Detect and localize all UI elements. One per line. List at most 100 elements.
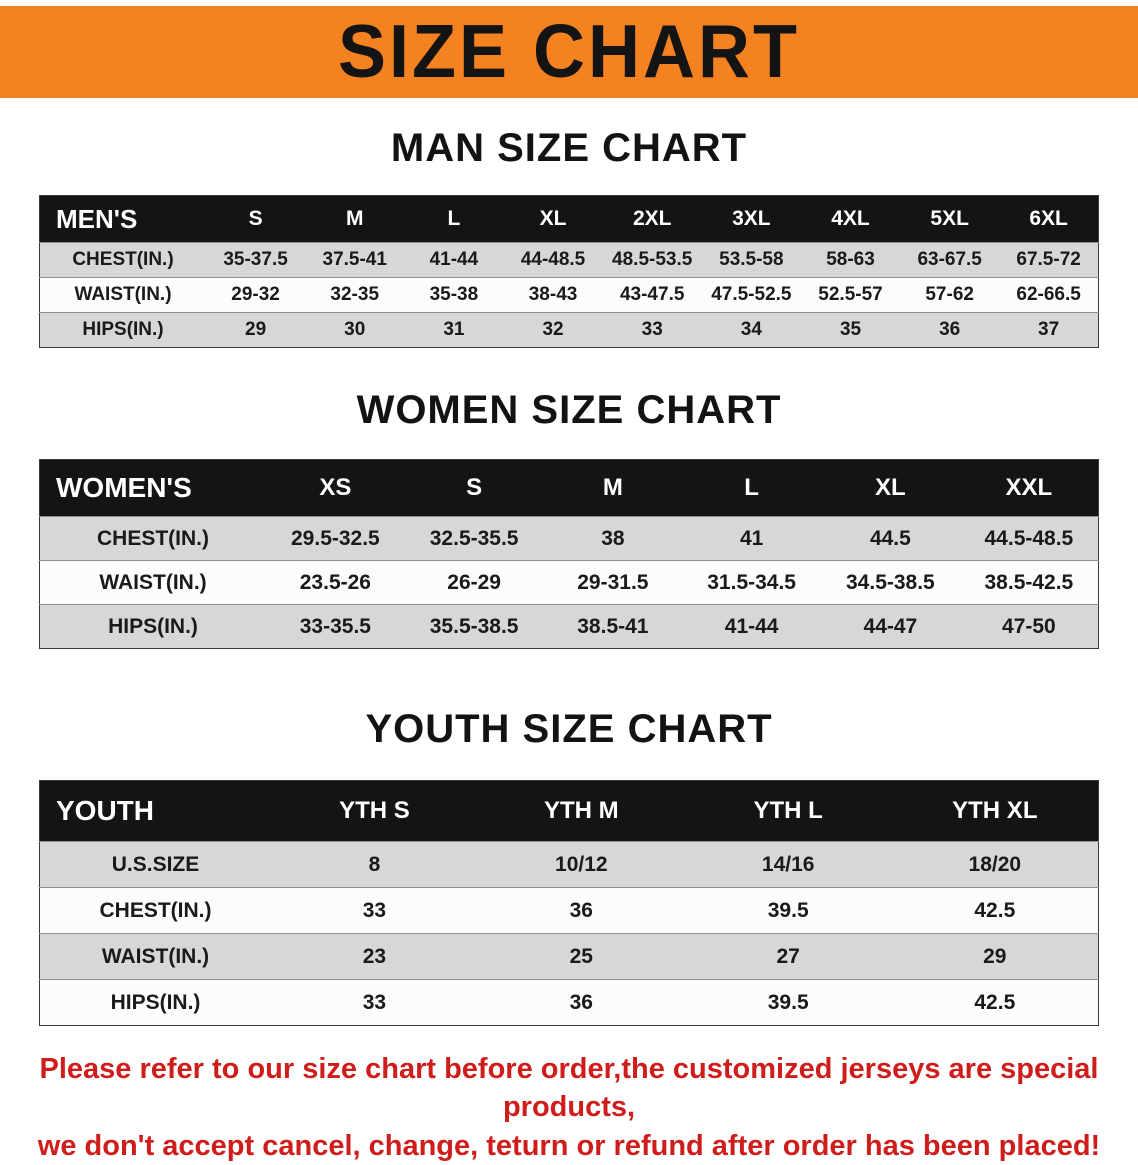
disclaimer-line-1: Please refer to our size chart before or… bbox=[39, 1053, 1099, 1124]
measurement-row: CHEST(IN.) 35-37.5 37.5-41 41-44 44-48.5 48.5… bbox=[39, 242, 1099, 278]
size-column-header: XL bbox=[539, 207, 567, 230]
measurement-value-cell: 31.5-34.5 bbox=[682, 560, 821, 605]
measurement-label-cell: CHEST(IN.) bbox=[39, 887, 271, 934]
measurement-value-cell: 42.5 bbox=[891, 887, 1099, 934]
measurement-value-cell: 47.5-52.5 bbox=[701, 277, 801, 313]
measurement-value-cell: 37.5-41 bbox=[305, 242, 405, 278]
size-column-header: YTH S bbox=[339, 797, 410, 824]
measurement-label-cell: HIPS(IN.) bbox=[39, 979, 271, 1026]
measurement-value-cell: 32-35 bbox=[305, 277, 405, 313]
measurement-value-cell: 27 bbox=[684, 933, 892, 980]
disclaimer: Please refer to our size chart before or… bbox=[0, 1050, 1138, 1165]
men-table-title-cell: MEN'S bbox=[56, 203, 138, 234]
youth-header-row: YOUTH YTH S YTH M YTH L YTH XL bbox=[39, 780, 1099, 842]
size-column-header: 6XL bbox=[1029, 207, 1068, 230]
size-column-header: YTH XL bbox=[952, 797, 1038, 824]
men-section-heading: MAN SIZE CHART bbox=[390, 126, 748, 170]
measurement-row: WAIST(IN.) 29-32 32-35 35-38 38-43 43-47.5 47.… bbox=[39, 277, 1099, 313]
measurement-row: WAIST(IN.) 23 25 27 29 bbox=[39, 933, 1099, 980]
measurement-label-cell: WAIST(IN.) bbox=[39, 933, 271, 980]
measurement-value-cell: 29-32 bbox=[206, 277, 306, 313]
measurement-label-cell: WAIST(IN.) bbox=[39, 277, 206, 313]
measurement-row: HIPS(IN.) 33 36 39.5 42.5 bbox=[39, 979, 1099, 1026]
men-header-row: MEN'S S M L XL 2XL 3XL 4XL 5XL 6XL bbox=[39, 195, 1099, 243]
size-column-header: 3XL bbox=[732, 207, 771, 230]
measurement-value-cell: 35 bbox=[800, 312, 901, 348]
men-size-table: MEN'S S M L XL 2XL 3XL 4XL 5XL 6XL CHEST(IN.) 35-37… bbox=[39, 195, 1099, 348]
measurement-value-cell: 23.5-26 bbox=[266, 560, 405, 605]
size-column-header: XS bbox=[319, 474, 352, 501]
measurement-label-cell: HIPS(IN.) bbox=[39, 604, 266, 649]
size-column-header: 4XL bbox=[831, 207, 870, 230]
measurement-value-cell: 41 bbox=[682, 516, 821, 561]
measurement-value-cell: 36 bbox=[477, 979, 685, 1026]
measurement-value-cell: 38.5-42.5 bbox=[959, 560, 1099, 605]
measurement-value-cell: 33 bbox=[271, 979, 478, 1026]
measurement-label-cell: WAIST(IN.) bbox=[39, 560, 266, 605]
youth-section-heading: YOUTH SIZE CHART bbox=[365, 707, 773, 751]
size-column-header: 5XL bbox=[930, 207, 969, 230]
measurement-value-cell: 29 bbox=[206, 312, 306, 348]
measurement-value-cell: 36 bbox=[900, 312, 1000, 348]
measurement-value-cell: 35-38 bbox=[404, 277, 504, 313]
measurement-value-cell: 57-62 bbox=[900, 277, 1000, 313]
measurement-value-cell: 47-50 bbox=[959, 604, 1099, 649]
measurement-value-cell: 33-35.5 bbox=[266, 604, 405, 649]
size-column-header: YTH L bbox=[753, 797, 823, 824]
measurement-value-cell: 39.5 bbox=[684, 979, 892, 1026]
youth-table-title-cell: YOUTH bbox=[56, 795, 154, 826]
measurement-value-cell: 44-48.5 bbox=[503, 242, 603, 278]
measurement-value-cell: 36 bbox=[477, 887, 685, 934]
measurement-value-cell: 34 bbox=[701, 312, 801, 348]
women-size-table: WOMEN'S XS S M L XL XXL CHEST(IN.) 29.5-32.5 32.5… bbox=[39, 459, 1099, 649]
youth-size-table: YOUTH YTH S YTH M YTH L YTH XL U.S.SIZE 8 10/12… bbox=[39, 780, 1099, 1026]
measurement-value-cell: 63-67.5 bbox=[900, 242, 1000, 278]
measurement-value-cell: 48.5-53.5 bbox=[602, 242, 702, 278]
measurement-value-cell: 38.5-41 bbox=[543, 604, 683, 649]
measurement-value-cell: 33 bbox=[271, 887, 478, 934]
measurement-value-cell: 29-31.5 bbox=[543, 560, 683, 605]
measurement-row: WAIST(IN.) 23.5-26 26-29 29-31.5 31.5-34.5 34… bbox=[39, 560, 1099, 605]
measurement-value-cell: 44-47 bbox=[821, 604, 960, 649]
measurement-label-cell: U.S.SIZE bbox=[39, 841, 271, 888]
size-chart-banner: SIZE CHART bbox=[0, 6, 1138, 98]
measurement-value-cell: 67.5-72 bbox=[999, 242, 1099, 278]
measurement-value-cell: 42.5 bbox=[891, 979, 1099, 1026]
size-column-header: S bbox=[248, 207, 263, 230]
measurement-value-cell: 32.5-35.5 bbox=[404, 516, 544, 561]
measurement-value-cell: 33 bbox=[602, 312, 702, 348]
measurement-value-cell: 58-63 bbox=[800, 242, 901, 278]
measurement-value-cell: 34.5-38.5 bbox=[821, 560, 960, 605]
disclaimer-line-2: we don't accept cancel, change, teturn o… bbox=[37, 1129, 1101, 1162]
women-table-wrapper: WOMEN'S XS S M L XL XXL CHEST(IN.) 29.5-32.5 32.5… bbox=[0, 459, 1138, 649]
measurement-value-cell: 41-44 bbox=[682, 604, 821, 649]
measurement-value-cell: 32 bbox=[503, 312, 603, 348]
measurement-value-cell: 35.5-38.5 bbox=[404, 604, 544, 649]
size-column-header: XXL bbox=[1005, 474, 1053, 501]
size-column-header: YTH M bbox=[543, 797, 619, 824]
youth-table-wrapper: YOUTH YTH S YTH M YTH L YTH XL U.S.SIZE 8 10/12… bbox=[0, 780, 1138, 1026]
measurement-value-cell: 26-29 bbox=[404, 560, 544, 605]
measurement-row: HIPS(IN.) 29 30 31 32 33 34 35 36 37 bbox=[39, 312, 1099, 348]
measurement-label-cell: CHEST(IN.) bbox=[39, 242, 206, 278]
women-table-title-cell: WOMEN'S bbox=[56, 472, 192, 503]
measurement-value-cell: 23 bbox=[271, 933, 478, 980]
measurement-label-cell: HIPS(IN.) bbox=[39, 312, 206, 348]
measurement-value-cell: 44.5 bbox=[821, 516, 960, 561]
measurement-value-cell: 38 bbox=[543, 516, 683, 561]
size-column-header: L bbox=[744, 474, 759, 501]
measurement-value-cell: 38-43 bbox=[503, 277, 603, 313]
measurement-value-cell: 37 bbox=[999, 312, 1099, 348]
measurement-value-cell: 39.5 bbox=[684, 887, 892, 934]
women-section-heading: WOMEN SIZE CHART bbox=[356, 388, 782, 432]
women-header-row: WOMEN'S XS S M L XL XXL bbox=[39, 459, 1099, 517]
measurement-value-cell: 8 bbox=[271, 841, 478, 888]
measurement-label-cell: CHEST(IN.) bbox=[39, 516, 266, 561]
measurement-value-cell: 31 bbox=[404, 312, 504, 348]
measurement-value-cell: 10/12 bbox=[477, 841, 685, 888]
measurement-value-cell: 44.5-48.5 bbox=[959, 516, 1099, 561]
youth-size-section: YOUTH SIZE CHART YOUTH YTH S YTH M YTH L YTH… bbox=[0, 707, 1138, 1026]
measurement-value-cell: 43-47.5 bbox=[602, 277, 702, 313]
measurement-value-cell: 41-44 bbox=[404, 242, 504, 278]
